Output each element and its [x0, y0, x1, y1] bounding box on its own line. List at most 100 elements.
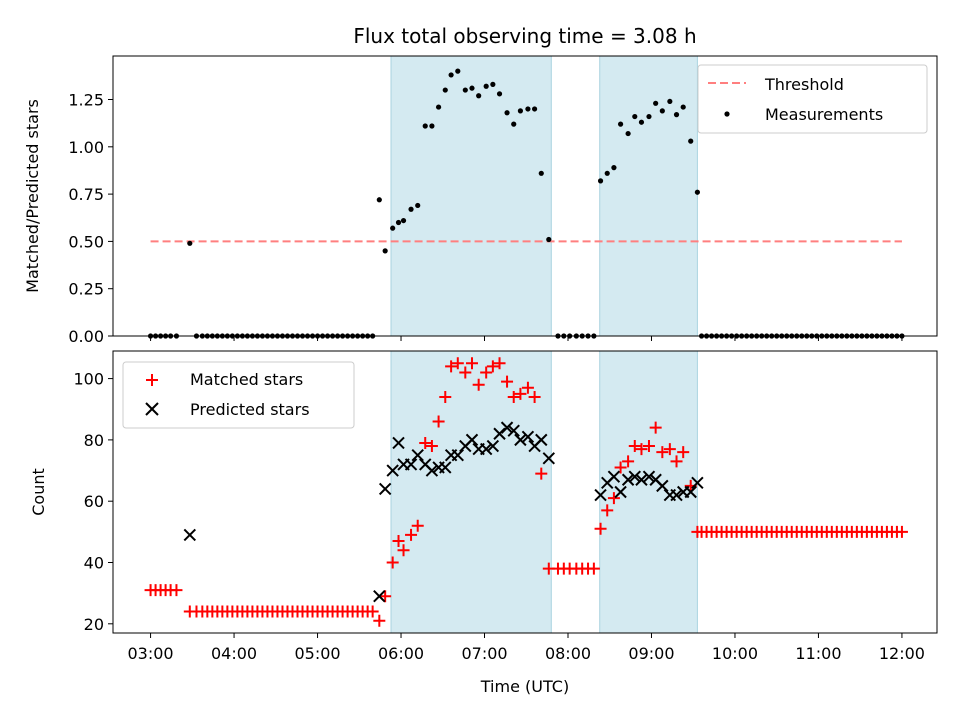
predicted-star-point [656, 479, 669, 493]
x-tick-label: 07:00 [461, 644, 507, 663]
predicted-star-point [635, 473, 648, 486]
top-y-tick-label: 0.50 [68, 232, 104, 251]
measurement-point [408, 206, 414, 212]
measurement-point [395, 219, 402, 226]
matched-star-point [601, 504, 614, 517]
predicted-star-point [378, 482, 392, 496]
x-tick-label: 03:00 [128, 644, 174, 663]
measurement-point [632, 113, 638, 120]
bottom-shaded-interval [599, 350, 698, 634]
x-tick-label: 08:00 [545, 644, 591, 663]
predicted-star-point [614, 485, 627, 499]
measurement-point [597, 178, 604, 184]
measurement-point [673, 112, 680, 118]
top-shaded-interval [599, 55, 698, 337]
bottom-shaded-interval [390, 350, 552, 634]
bottom-shaded-intervals [390, 350, 698, 634]
top-legend: Threshold Measurements [697, 64, 928, 134]
matched-star-point [528, 390, 541, 403]
measurement-point [511, 121, 517, 127]
measurement-point [483, 83, 489, 89]
predicted-legend-swatch [145, 402, 159, 416]
predicted-star-point [542, 452, 556, 465]
matched-star-point [614, 461, 627, 474]
predicted-star-point [425, 464, 439, 477]
top-y-ticks: 0.00 0.25 0.50 0.75 1.00 1.25 [68, 91, 113, 346]
x-tick-label: 10:00 [712, 644, 758, 663]
matched-star-point [472, 378, 485, 391]
measurement-point [462, 87, 468, 93]
matched-star-point [670, 455, 683, 468]
predicted-stars-points [183, 421, 704, 603]
bottom-panel: 20 40 60 80 100 03:00 04:00 05:00 06:00 07:00 08:… [29, 350, 938, 696]
x-axis-label: Time (UTC) [480, 677, 569, 696]
measurement-point [376, 197, 382, 203]
measurement-point [694, 189, 700, 195]
matched-star-point [419, 436, 432, 449]
predicted-star-point [621, 473, 635, 486]
matched-star-point [392, 535, 405, 548]
matched-star-point [507, 390, 520, 403]
top-y-tick-label: 0.00 [68, 327, 104, 346]
measurement-point [611, 165, 617, 171]
top-y-tick-label: 1.00 [68, 138, 104, 157]
matched-star-point [432, 415, 445, 428]
matched-star-point [521, 381, 534, 394]
matched-star-point [677, 446, 690, 459]
measurement-point [604, 170, 610, 176]
matched-star-point [501, 375, 514, 388]
predicted-star-point [535, 433, 548, 447]
chart-title: Flux total observing time = 3.08 h [353, 24, 696, 48]
matched-star-point [642, 440, 655, 453]
matched-star-point [379, 590, 392, 603]
bottom-y-tick-label: 40 [84, 554, 104, 573]
matched-star-point [635, 443, 648, 456]
bottom-y-tick-label: 80 [84, 431, 104, 450]
predicted-star-point [404, 458, 418, 471]
matched-star-point [405, 528, 418, 541]
x-tick-label: 09:00 [628, 644, 674, 663]
bottom-y-tick-label: 100 [73, 370, 104, 389]
top-y-tick-label: 0.25 [68, 280, 104, 299]
matched-star-point [386, 556, 399, 569]
predicted-star-point [521, 430, 535, 444]
bottom-x-ticks: 03:00 04:00 05:00 06:00 07:00 08:00 09:00 10:00… [128, 633, 925, 663]
x-tick-label: 12:00 [879, 644, 925, 663]
measurement-point [455, 68, 461, 74]
top-axes-frame [112, 55, 938, 337]
measurements-legend-swatch [724, 111, 730, 117]
matched-star-point [411, 519, 424, 532]
measurement-point [546, 236, 552, 243]
top-shaded-interval [390, 55, 552, 337]
predicted-star-point [670, 488, 683, 502]
matched-star-point [514, 387, 527, 400]
matched-star-point [594, 522, 607, 535]
top-legend-box [697, 64, 928, 134]
matched-star-point [607, 492, 620, 505]
measurement-point [659, 108, 665, 114]
measurement-point [688, 138, 694, 144]
bottom-y-tick-label: 20 [84, 615, 104, 634]
bottom-legend-box [122, 361, 355, 429]
measurement-point [429, 123, 435, 129]
matched-legend-swatch [146, 374, 158, 386]
predicted-star-point [373, 590, 386, 603]
measurement-point [638, 119, 645, 125]
top-y-axis-label: Matched/Predicted stars [23, 99, 42, 293]
x-tick-label: 05:00 [294, 644, 340, 663]
measurement-point [490, 81, 496, 87]
measurement-point [400, 217, 407, 224]
measurement-point [187, 240, 193, 246]
matched-star-point [459, 366, 472, 379]
matched-star-point [656, 446, 669, 459]
matched-star-point [649, 421, 662, 434]
matched-star-point [493, 357, 506, 370]
bottom-y-axis-label: Count [29, 468, 48, 516]
matched-stars-points [144, 357, 908, 627]
matched-star-point [622, 455, 635, 468]
measurement-point [538, 170, 544, 176]
measurement-point [435, 104, 442, 110]
predicted-star-point [607, 470, 621, 483]
predicted-star-point [594, 488, 607, 502]
predicted-star-point [392, 436, 405, 450]
